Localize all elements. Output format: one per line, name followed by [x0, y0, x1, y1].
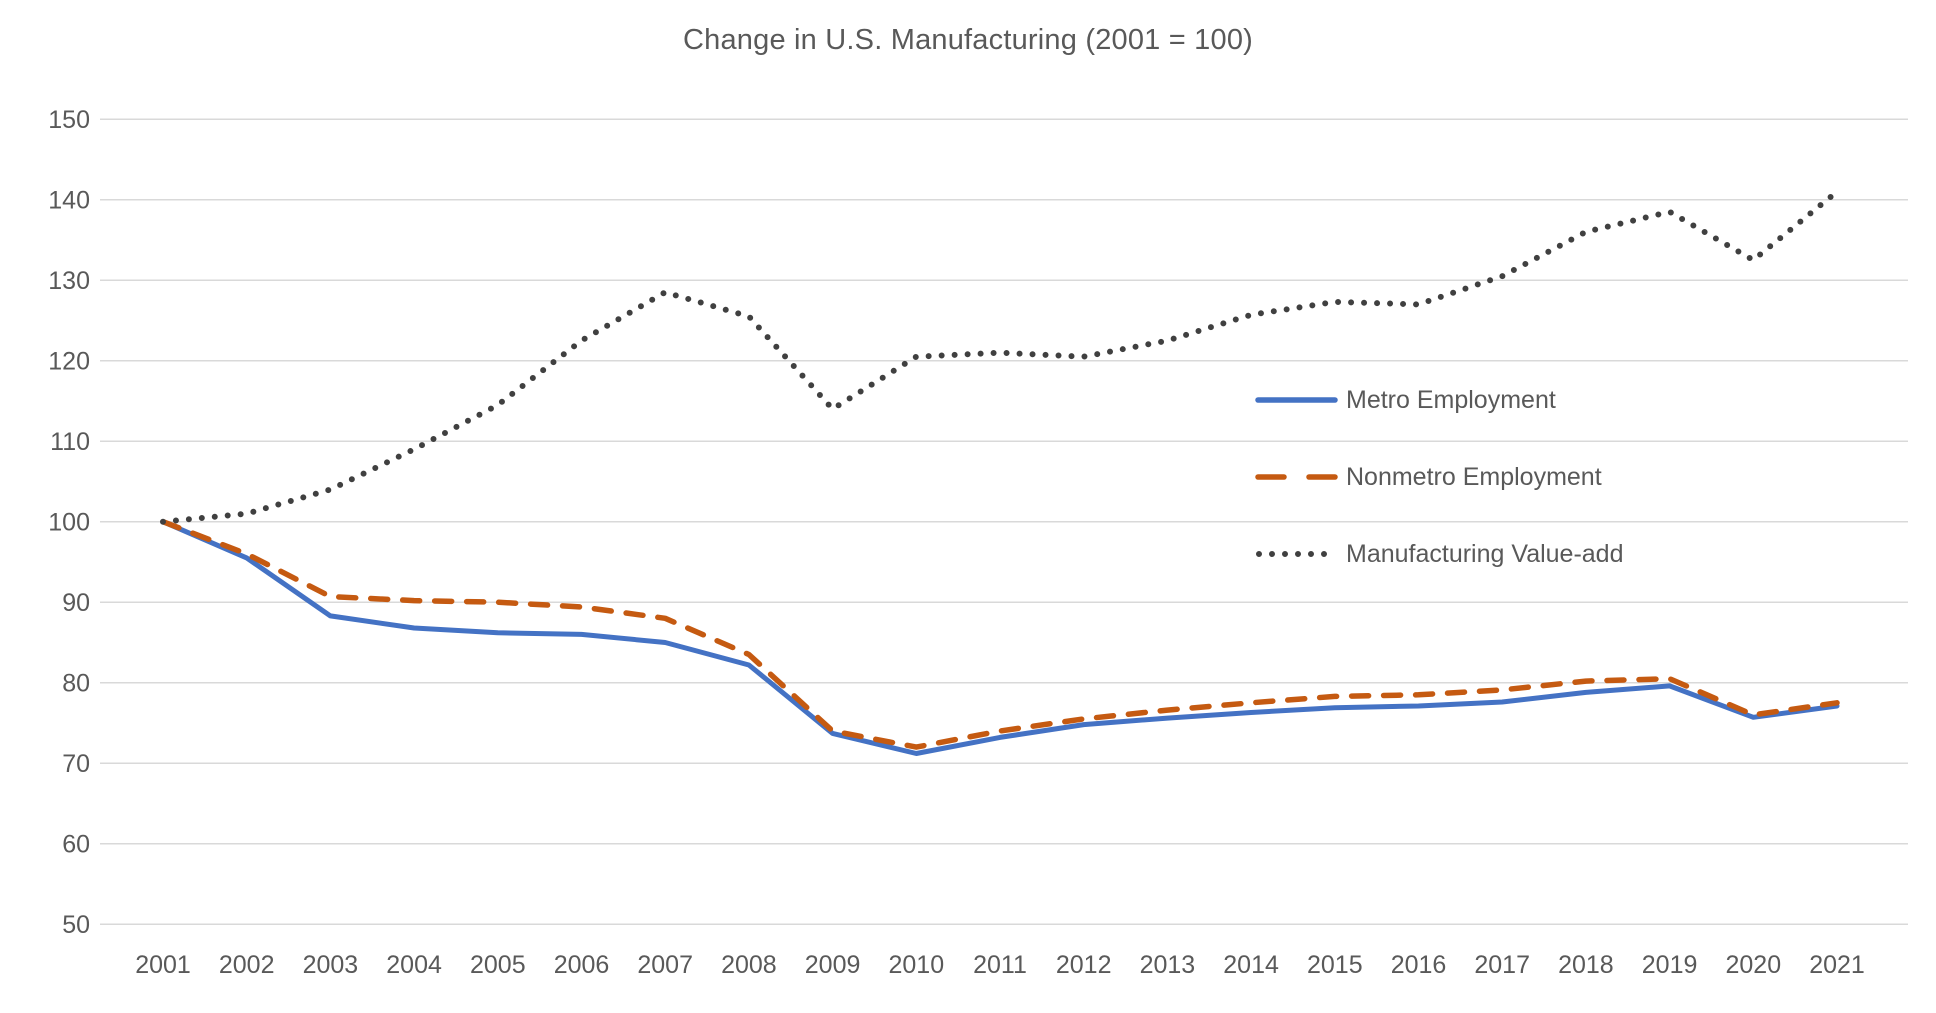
y-axis-tick-label: 150	[48, 106, 90, 134]
y-axis-tick-label: 140	[48, 187, 90, 215]
y-axis-tick-label: 80	[62, 670, 90, 698]
legend-item-nonmetro-employment: Nonmetro Employment	[1255, 460, 1624, 494]
x-axis-tick-label: 2002	[219, 951, 275, 979]
legend-label-metro-employment: Metro Employment	[1346, 385, 1556, 414]
y-axis-tick-label: 60	[62, 831, 90, 859]
x-axis-tick-label: 2001	[135, 951, 191, 979]
metro-line-sample-icon	[1255, 397, 1338, 403]
y-axis-tick-label: 50	[62, 911, 90, 939]
x-axis-tick-label: 2015	[1307, 951, 1363, 979]
y-axis-tick-label: 120	[48, 348, 90, 376]
x-axis-tick-label: 2018	[1558, 951, 1614, 979]
x-axis-tick-label: 2009	[805, 951, 861, 979]
legend-item-manufacturing-value-add: Manufacturing Value-add	[1255, 537, 1624, 571]
series-line-nonmetro-employment	[160, 518, 1840, 750]
nonmetro-line-sample-icon	[1255, 474, 1338, 480]
x-axis-tick-label: 2003	[303, 951, 359, 979]
y-axis-tick-label: 70	[62, 750, 90, 778]
y-axis-tick-label: 100	[48, 509, 90, 537]
x-axis-tick-label: 2016	[1391, 951, 1447, 979]
x-axis-tick-label: 2019	[1642, 951, 1698, 979]
x-axis-tick-label: 2020	[1725, 951, 1781, 979]
x-axis-tick-label: 2012	[1056, 951, 1112, 979]
x-axis-tick-label: 2010	[888, 951, 944, 979]
valueadd-line-sample-icon	[1256, 551, 1338, 557]
x-axis-tick-label: 2017	[1474, 951, 1530, 979]
x-axis-tick-label: 2021	[1809, 951, 1865, 979]
y-axis-tick-label: 110	[50, 428, 90, 456]
x-axis-tick-label: 2005	[470, 951, 526, 979]
x-axis-tick-label: 2007	[637, 951, 693, 979]
legend-label-nonmetro-employment: Nonmetro Employment	[1346, 462, 1602, 491]
x-axis-tick-label: 2014	[1223, 951, 1279, 979]
x-axis-tick-label: 2013	[1140, 951, 1196, 979]
legend-label-manufacturing-value-add: Manufacturing Value-add	[1346, 539, 1624, 568]
legend-item-metro-employment: Metro Employment	[1255, 383, 1624, 417]
chart-title: Change in U.S. Manufacturing (2001 = 100…	[682, 24, 1254, 56]
y-axis-tick-label: 90	[62, 589, 90, 617]
x-axis-tick-label: 2004	[386, 951, 442, 979]
y-axis-tick-label: 130	[48, 267, 90, 295]
legend: Metro Employment Nonmetro Employment Man…	[1255, 383, 1624, 571]
series-line-metro-employment	[160, 519, 1840, 756]
x-axis-tick-label: 2008	[721, 951, 777, 979]
x-axis-tick-label: 2011	[973, 951, 1027, 979]
x-axis-tick-label: 2006	[554, 951, 610, 979]
series-line-manufacturing-value-add	[160, 188, 1840, 525]
